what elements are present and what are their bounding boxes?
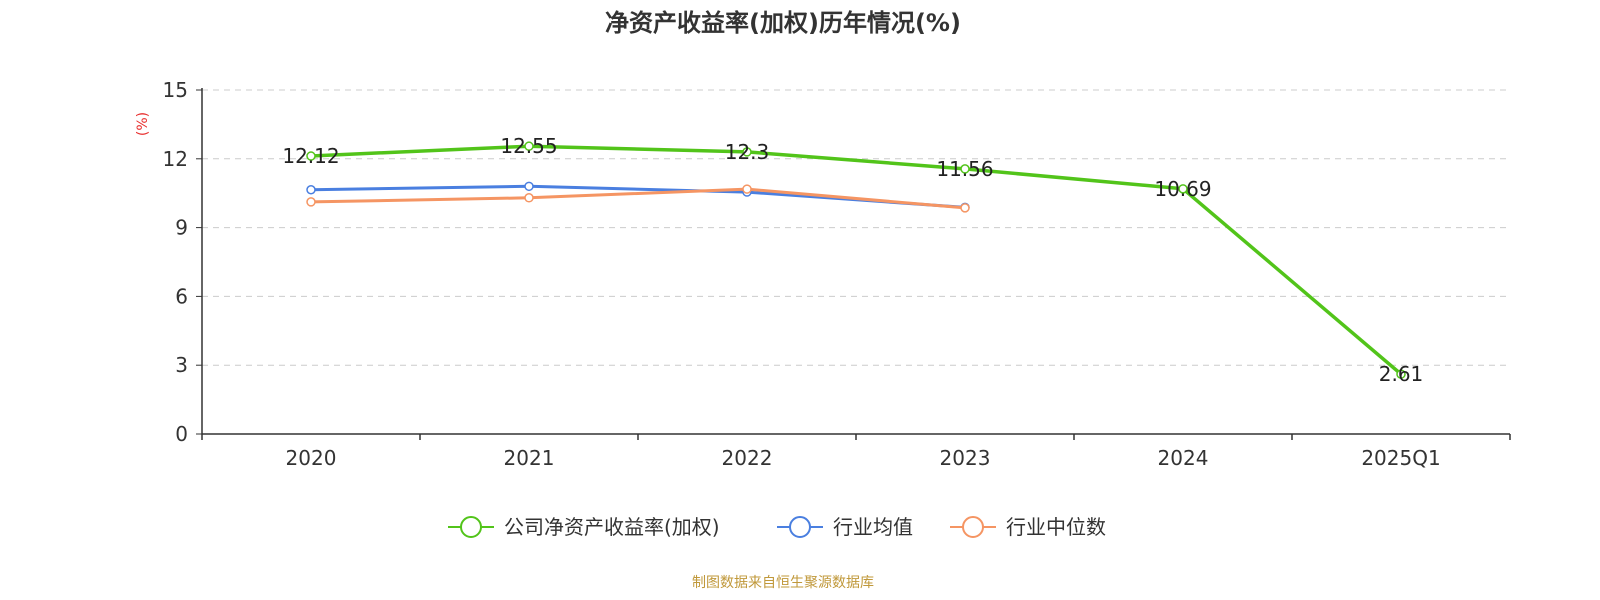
data-label-0: 12.12 <box>282 144 339 168</box>
data-labels: 12.12 12.55 12.3 11.56 10.69 2.61 <box>282 134 1423 386</box>
series-line-0 <box>310 144 1403 376</box>
x-tick-label-2: 2022 <box>722 446 773 470</box>
x-tick-label-4: 2024 <box>1158 446 1209 470</box>
x-tick-label-3: 2023 <box>940 446 991 470</box>
x-tick-label-5: 2025Q1 <box>1361 446 1440 470</box>
series-2-point-3 <box>960 203 970 213</box>
legend-marker-0 <box>460 516 482 538</box>
series-0-point-2 <box>742 147 752 157</box>
series-group <box>306 141 1406 379</box>
data-label-1: 12.55 <box>500 134 557 158</box>
series-0-point-1 <box>524 141 534 151</box>
series-2-point-2 <box>742 184 752 194</box>
x-tick-label-0: 2020 <box>286 446 337 470</box>
data-label-4: 10.69 <box>1154 177 1211 201</box>
series-0-point-3 <box>960 164 970 174</box>
x-tick-labels: 2020 2021 2022 2023 2024 2025Q1 <box>286 446 1441 470</box>
data-label-2: 12.3 <box>725 140 770 164</box>
y-tick-label-2: 6 <box>175 284 188 308</box>
y-tick-label-5: 15 <box>163 78 188 102</box>
legend-marker-1 <box>789 516 811 538</box>
source-note: 制图数据来自恒生聚源数据库 <box>692 575 874 591</box>
series-2-point-0 <box>306 197 316 207</box>
grid-lines <box>202 89 1510 366</box>
series-1-point-0 <box>306 185 316 195</box>
axes <box>196 88 1511 440</box>
series-0-point-5 <box>1396 369 1406 379</box>
legend-label-0: 公司净资产收益率(加权) <box>504 515 720 539</box>
chart-title: 净资产收益率(加权)历年情况(%) <box>605 9 961 37</box>
y-tick-label-4: 12 <box>163 147 188 171</box>
x-tick-label-1: 2021 <box>504 446 555 470</box>
series-0-point-4 <box>1178 184 1188 194</box>
legend-marker-2 <box>962 516 984 538</box>
y-axis-unit: (%) <box>135 112 151 136</box>
series-1-point-1 <box>524 181 534 192</box>
series-line-2 <box>310 187 966 210</box>
y-tick-label-1: 3 <box>175 353 188 377</box>
data-label-5: 2.61 <box>1379 362 1424 386</box>
series-2-point-1 <box>524 193 534 203</box>
legend: 公司净资产收益率(加权) 行业均值 行业中位数 <box>448 515 1106 539</box>
series-0-point-0 <box>306 151 316 161</box>
series-line-1 <box>310 184 966 209</box>
data-label-3: 11.56 <box>936 157 993 181</box>
y-tick-label-0: 0 <box>175 422 188 446</box>
y-tick-label-3: 9 <box>175 216 188 240</box>
legend-label-1: 行业均值 <box>833 515 913 539</box>
y-tick-labels: 0 3 6 9 12 15 <box>163 78 188 446</box>
legend-label-2: 行业中位数 <box>1006 515 1106 539</box>
